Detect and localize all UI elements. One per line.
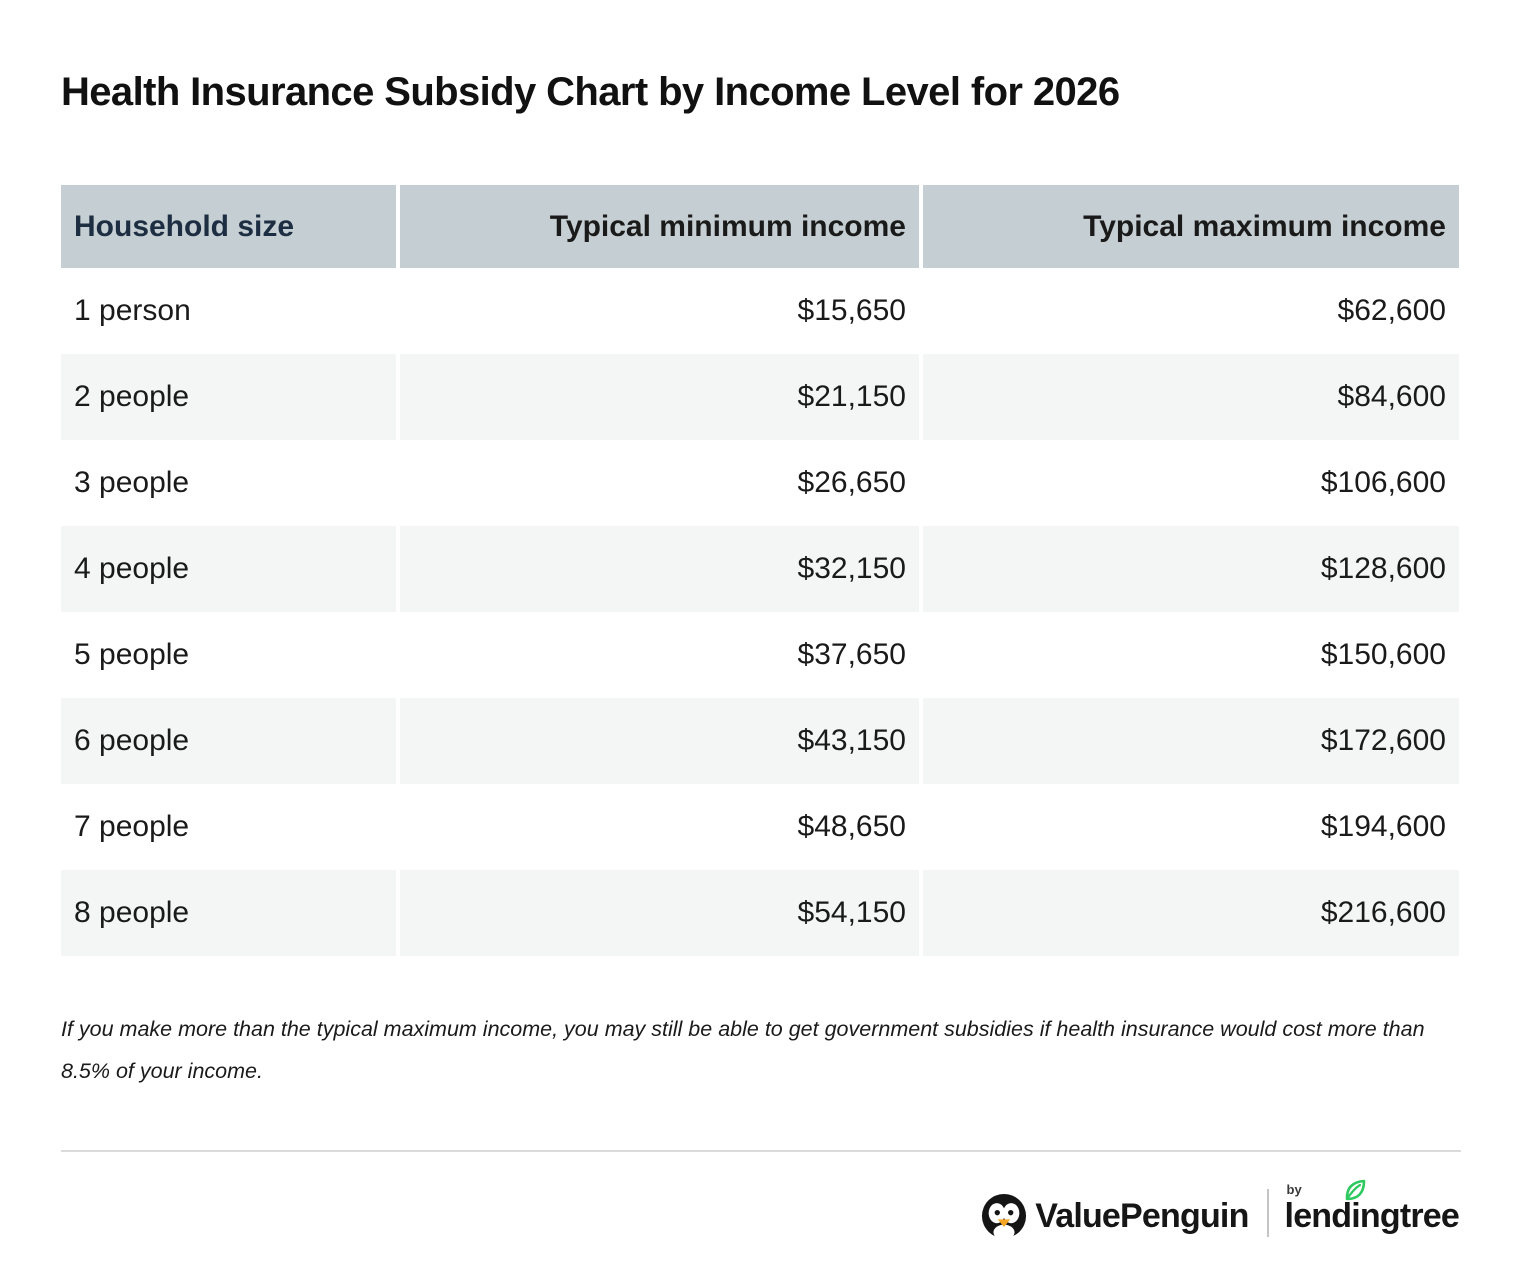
leaf-icon [1345, 1179, 1365, 1201]
penguin-icon [981, 1193, 1027, 1239]
min-income-cell: $26,650 [396, 440, 919, 526]
table-row: 5 people $37,650 $150,600 [61, 612, 1459, 698]
max-income-cell: $194,600 [919, 784, 1459, 870]
min-income-cell: $32,150 [396, 526, 919, 612]
brand-footer: ValuePenguin by lendingtree [61, 1179, 1460, 1239]
max-income-cell: $62,600 [919, 268, 1459, 354]
col-header-max-income: Typical maximum income [919, 185, 1459, 268]
min-income-cell: $54,150 [396, 870, 919, 956]
max-income-cell: $106,600 [919, 440, 1459, 526]
lendingtree-logo: by lendingtree [1284, 1179, 1460, 1239]
page-title: Health Insurance Subsidy Chart by Income… [61, 70, 1120, 114]
max-income-cell: $216,600 [919, 870, 1459, 956]
max-income-cell: $150,600 [919, 612, 1459, 698]
table-body: 1 person $15,650 $62,600 2 people $21,15… [61, 268, 1459, 956]
max-income-cell: $84,600 [919, 354, 1459, 440]
divider-line [61, 1150, 1461, 1152]
table-row: 3 people $26,650 $106,600 [61, 440, 1459, 526]
table-row: 2 people $21,150 $84,600 [61, 354, 1459, 440]
min-income-cell: $48,650 [396, 784, 919, 870]
col-header-min-income: Typical minimum income [396, 185, 919, 268]
subsidy-table: Household size Typical minimum income Ty… [61, 185, 1459, 956]
footnote: If you make more than the typical maximu… [61, 1017, 1425, 1083]
household-size-cell: 8 people [74, 896, 190, 929]
lendingtree-text: lendingtree [1284, 1197, 1460, 1235]
by-label: by [1286, 1182, 1302, 1197]
household-size-cell: 5 people [74, 638, 190, 671]
household-size-cell: 4 people [74, 552, 190, 585]
subsidy-infographic: Health Insurance Subsidy Chart by Income… [61, 70, 1461, 1239]
table-row: 6 people $43,150 $172,600 [61, 698, 1459, 784]
max-income-cell: $128,600 [919, 526, 1459, 612]
max-income-cell: $172,600 [919, 698, 1459, 784]
col-header-household-size: Household size [74, 209, 295, 243]
household-size-cell: 3 people [74, 466, 190, 499]
lendingtree-wordmark: lendingtree [1284, 1179, 1460, 1239]
table-row: 8 people $54,150 $216,600 [61, 870, 1459, 956]
household-size-cell: 7 people [74, 810, 190, 843]
household-size-cell: 1 person [74, 294, 191, 327]
min-income-cell: $43,150 [396, 698, 919, 784]
min-income-cell: $15,650 [396, 268, 919, 354]
table-row: 4 people $32,150 $128,600 [61, 526, 1459, 612]
household-size-cell: 6 people [74, 724, 190, 757]
household-size-cell: 2 people [74, 380, 190, 413]
table-row: 1 person $15,650 $62,600 [61, 268, 1459, 354]
min-income-cell: $21,150 [396, 354, 919, 440]
min-income-cell: $37,650 [396, 612, 919, 698]
valuepenguin-wordmark: ValuePenguin [1035, 1197, 1249, 1235]
logo-divider [1266, 1189, 1269, 1237]
table-row: 7 people $48,650 $194,600 [61, 784, 1459, 870]
table-header-row: Household size Typical minimum income Ty… [61, 185, 1459, 268]
